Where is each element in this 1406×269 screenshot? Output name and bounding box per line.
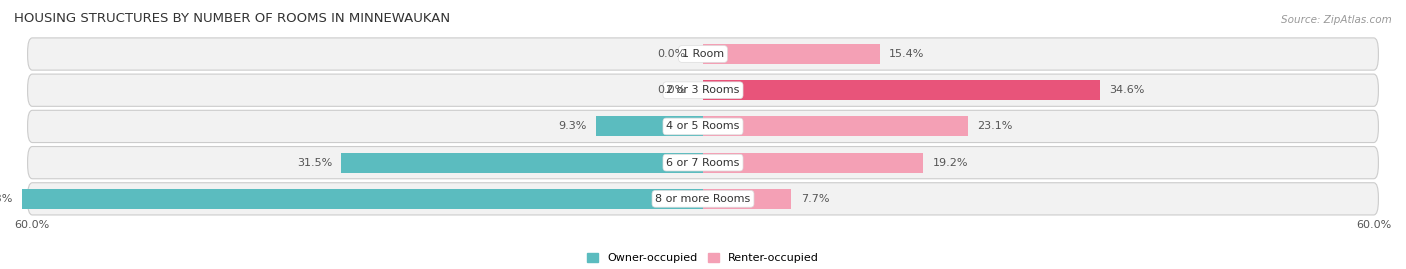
Text: 60.0%: 60.0% [14, 220, 49, 230]
Text: 23.1%: 23.1% [977, 121, 1012, 132]
Text: 0.0%: 0.0% [658, 49, 686, 59]
Text: 2 or 3 Rooms: 2 or 3 Rooms [666, 85, 740, 95]
Text: 59.3%: 59.3% [0, 194, 13, 204]
FancyBboxPatch shape [28, 183, 1378, 215]
Bar [22, 189, 703, 209]
Text: 6 or 7 Rooms: 6 or 7 Rooms [666, 158, 740, 168]
Bar [703, 116, 969, 136]
Bar [703, 44, 880, 64]
Bar [596, 116, 703, 136]
Text: 9.3%: 9.3% [558, 121, 588, 132]
Text: 19.2%: 19.2% [932, 158, 969, 168]
Bar [703, 189, 792, 209]
Bar [703, 153, 924, 173]
Bar [703, 80, 1101, 100]
FancyBboxPatch shape [28, 38, 1378, 70]
FancyBboxPatch shape [28, 110, 1378, 143]
Text: 60.0%: 60.0% [1357, 220, 1392, 230]
FancyBboxPatch shape [28, 147, 1378, 179]
Bar [342, 153, 703, 173]
Text: 34.6%: 34.6% [1109, 85, 1144, 95]
Text: 4 or 5 Rooms: 4 or 5 Rooms [666, 121, 740, 132]
Text: Source: ZipAtlas.com: Source: ZipAtlas.com [1281, 15, 1392, 25]
FancyBboxPatch shape [28, 74, 1378, 106]
Text: 8 or more Rooms: 8 or more Rooms [655, 194, 751, 204]
Text: 1 Room: 1 Room [682, 49, 724, 59]
Text: HOUSING STRUCTURES BY NUMBER OF ROOMS IN MINNEWAUKAN: HOUSING STRUCTURES BY NUMBER OF ROOMS IN… [14, 12, 450, 25]
Legend: Owner-occupied, Renter-occupied: Owner-occupied, Renter-occupied [582, 249, 824, 268]
Text: 0.0%: 0.0% [658, 85, 686, 95]
Text: 7.7%: 7.7% [800, 194, 830, 204]
Text: 31.5%: 31.5% [297, 158, 332, 168]
Text: 15.4%: 15.4% [889, 49, 924, 59]
